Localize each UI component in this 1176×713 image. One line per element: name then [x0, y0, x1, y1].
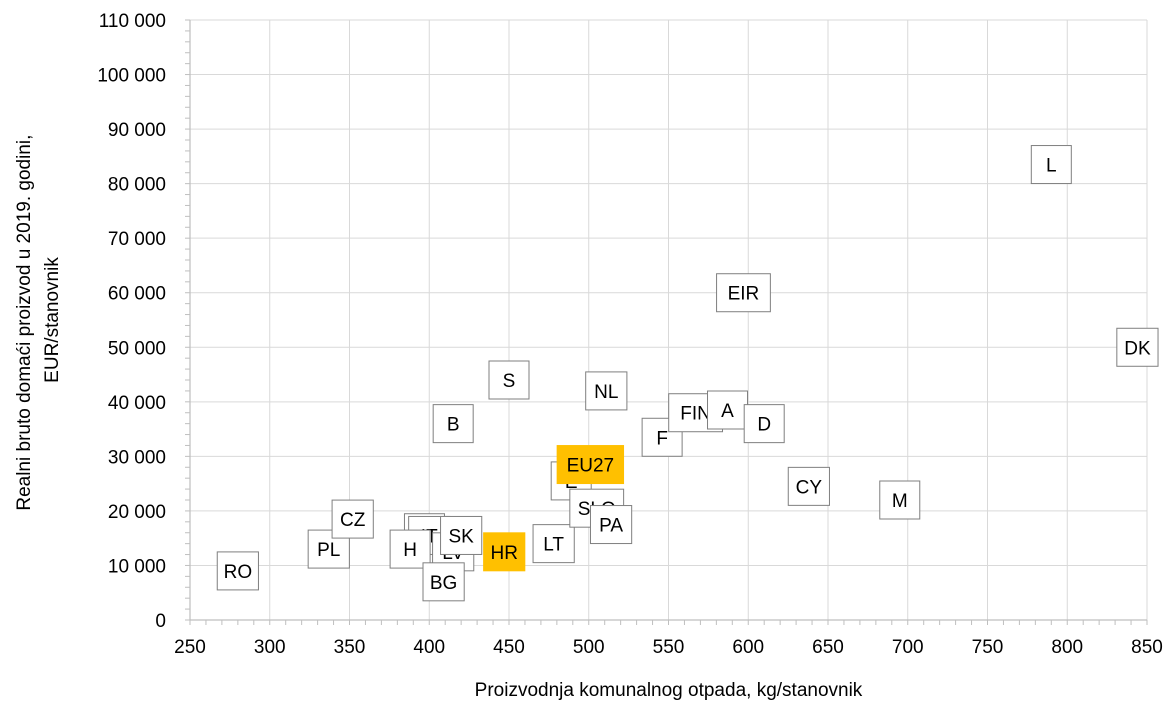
- data-point-box: [589, 505, 633, 545]
- data-point-box: [743, 404, 785, 444]
- data-point-bg: BG: [422, 562, 465, 602]
- data-point-box: [532, 524, 575, 564]
- y-axis-title: Realni bruto domaći proizvod u 2019. god…: [14, 129, 63, 510]
- data-point-pa: PA: [589, 505, 633, 545]
- x-tick-label: 800: [1051, 637, 1083, 658]
- data-point-label: BG: [430, 573, 457, 594]
- data-point-cy: CY: [787, 466, 830, 506]
- data-point-box: [216, 551, 259, 591]
- y-tick-label: 80 000: [108, 175, 166, 196]
- x-tick-label: 850: [1131, 637, 1163, 658]
- x-tick-label: 550: [653, 637, 685, 658]
- data-point-hr: HR: [483, 532, 526, 572]
- data-point-f: F: [641, 417, 683, 457]
- data-point-box: [1030, 145, 1072, 185]
- data-point-lt: LT: [532, 524, 575, 564]
- x-tick-label: 600: [732, 637, 764, 658]
- y-tick-label: 100 000: [97, 66, 166, 87]
- data-point-box: [556, 445, 625, 485]
- data-point-box: [307, 529, 350, 569]
- x-tick-label: 250: [174, 637, 206, 658]
- y-tick-label: 0: [155, 611, 166, 632]
- data-point-label: HR: [490, 543, 517, 564]
- data-point-label: EIR: [728, 284, 760, 305]
- data-point-label: FIN: [680, 404, 711, 425]
- data-point-l: L: [1030, 145, 1072, 185]
- data-point-box: [483, 532, 526, 572]
- data-point-eu27: EU27: [556, 445, 625, 485]
- y-axis-title-line-2: EUR/stanovnik: [42, 257, 63, 383]
- data-point-box: [1116, 327, 1159, 367]
- y-tick-label: 10 000: [108, 556, 166, 577]
- x-tick-label: 350: [334, 637, 366, 658]
- data-point-box: [787, 466, 830, 506]
- data-point-label: L: [1046, 156, 1057, 177]
- data-point-nl: NL: [585, 371, 628, 411]
- x-tick-label: 750: [972, 637, 1004, 658]
- tick-label-layer: 250 300 350 400 450 500 550 600 650 700 750 800 850 0…: [97, 11, 1163, 658]
- data-point-eir: EIR: [716, 273, 771, 313]
- data-point-m: M: [879, 480, 921, 520]
- data-point-box: [422, 562, 465, 602]
- data-point-label: EU27: [567, 456, 615, 477]
- data-point-h: H: [389, 529, 431, 569]
- data-point-box: [585, 371, 628, 411]
- data-point-box: [440, 515, 483, 555]
- data-point-box: [707, 390, 749, 430]
- data-point-label: DK: [1124, 338, 1151, 359]
- data-point-d: D: [743, 404, 785, 444]
- data-point-label: LT: [543, 535, 564, 556]
- data-point-a: A: [707, 390, 749, 430]
- data-point-box: [331, 499, 374, 539]
- data-point-s: S: [488, 360, 530, 400]
- data-point-label: NL: [594, 382, 618, 403]
- data-point-box: [879, 480, 921, 520]
- grid-layer: [190, 19, 1148, 620]
- y-tick-label: 40 000: [108, 393, 166, 414]
- data-point-ro: RO: [216, 551, 259, 591]
- data-point-box: [389, 529, 431, 569]
- y-tick-label: 50 000: [108, 338, 166, 359]
- data-point-label: RO: [224, 562, 253, 583]
- data-point-label: PL: [317, 540, 340, 561]
- data-point-label: B: [447, 415, 460, 436]
- x-tick-label: 650: [812, 637, 844, 658]
- data-point-sk: SK: [440, 515, 483, 555]
- data-point-label: M: [892, 491, 908, 512]
- x-tick-label: 400: [413, 637, 445, 658]
- data-point-pl: PL: [307, 529, 350, 569]
- y-tick-label: 110 000: [99, 11, 166, 32]
- y-tick-label: 70 000: [108, 229, 166, 250]
- data-point-box: [432, 404, 474, 444]
- y-tick-label: 20 000: [108, 502, 166, 523]
- data-point-cz: CZ: [331, 499, 374, 539]
- data-point-dk: DK: [1116, 327, 1159, 367]
- data-point-label: CY: [796, 477, 823, 498]
- data-point-label: H: [403, 540, 417, 561]
- data-point-label: A: [721, 401, 734, 422]
- data-point-label: PA: [599, 516, 623, 537]
- axis-layer: [185, 19, 1148, 625]
- data-point-label: CZ: [340, 510, 366, 531]
- x-tick-label: 450: [493, 637, 525, 658]
- x-tick-label: 700: [892, 637, 924, 658]
- data-point-label: S: [503, 371, 516, 392]
- x-axis-title: Proizvodnja komunalnog otpada, kg/stanov…: [475, 680, 863, 701]
- y-tick-label: 30 000: [108, 447, 166, 468]
- data-point-label: D: [757, 415, 771, 436]
- data-point-box: [716, 273, 771, 313]
- data-point-layer: ROPLCZEITHLVSKBGHRLTSBEEU27SLOPANLFFINAD…: [216, 145, 1159, 602]
- x-tick-label: 300: [254, 637, 286, 658]
- data-point-b: B: [432, 404, 474, 444]
- data-point-label: F: [656, 428, 668, 449]
- y-tick-label: 60 000: [108, 284, 166, 305]
- data-point-box: [488, 360, 530, 400]
- y-axis-title-line-1: Realni bruto domaći proizvod u 2019. god…: [14, 135, 35, 511]
- data-point-label: SK: [448, 526, 474, 547]
- y-tick-label: 90 000: [108, 120, 166, 141]
- x-tick-label: 500: [573, 637, 605, 658]
